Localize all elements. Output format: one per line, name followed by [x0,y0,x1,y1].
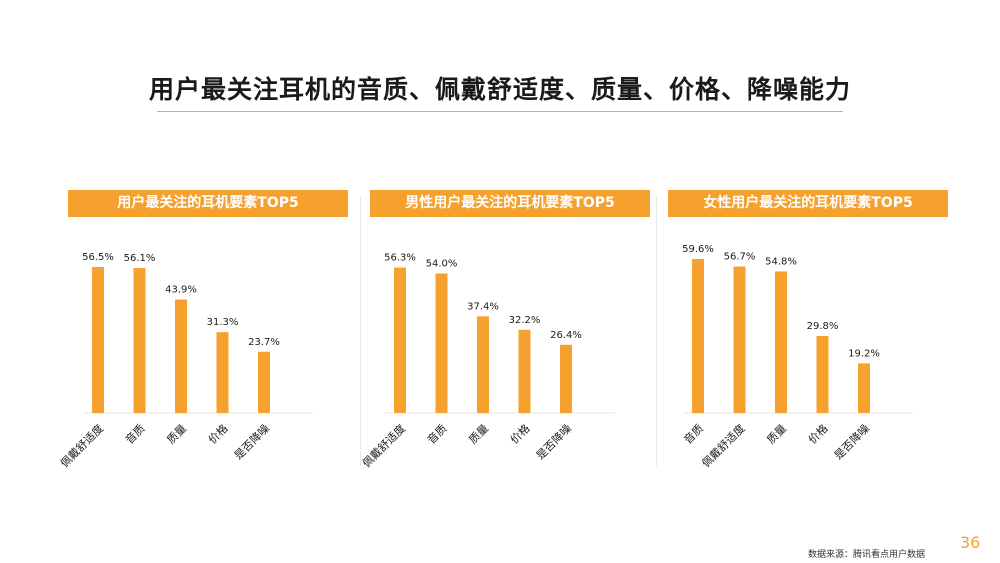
data-label: 29.8% [807,321,839,332]
bar [692,259,704,413]
bar [477,316,489,413]
x-tick-label: 价格 [507,421,532,446]
x-tick-label: 质量 [164,422,189,447]
data-label: 56.1% [124,253,156,264]
x-tick-label: 音质 [122,421,147,446]
bar [175,299,187,413]
x-tick-label: 音质 [424,421,449,446]
data-label: 19.2% [848,348,880,359]
data-label: 59.6% [682,244,714,255]
x-tick-label: 是否降噪 [831,421,872,462]
bar [518,329,531,413]
chart-title: 女性用户最关注的耳机要素TOP5 [668,190,948,217]
data-label: 23.7% [248,337,280,348]
x-tick-label: 质量 [466,422,491,447]
bar-chart: 56.3% 佩戴舒适度 54.0% 音质 37.4% 质量 32.2% 价格 26.4% 是否降噪 [359,253,615,470]
page-title: 用户最关注耳机的音质、佩戴舒适度、质量、价格、降噪能力 [148,75,851,104]
data-label: 43.9% [165,285,197,296]
x-tick-label: 是否降噪 [533,421,574,462]
bar [858,363,870,413]
chart-panel-female-users: 女性用户最关注的耳机要素TOP5 59.6% 音质 56.7% 佩戴舒适度 54.8% 质… [668,190,948,490]
bar-chart: 56.5% 佩戴舒适度 56.1% 音质 43.9% 质量 31.3% 价格 23.7% 是否降噪 [57,252,313,470]
data-label: 56.7% [724,252,756,263]
x-tick-label: 佩戴舒适度 [699,421,748,470]
x-tick-label: 佩戴舒适度 [57,421,106,470]
bar [92,267,104,413]
x-tick-label: 音质 [681,421,706,446]
title-underline [157,111,843,112]
x-tick-label: 价格 [205,421,230,446]
panel-divider [656,196,657,466]
data-source-note: 数据来源：腾讯看点用户数据 [808,550,926,560]
chart-panel-all-users: 用户最关注的耳机要素TOP5 56.5% 佩戴舒适度 56.1% 音质 43.9% 质量 3… [57,190,348,490]
x-tick-label: 佩戴舒适度 [359,421,408,470]
data-label: 54.0% [426,259,458,270]
data-label: 37.4% [467,301,499,312]
bar [733,266,746,413]
data-label: 56.5% [82,252,114,263]
x-tick-label: 质量 [764,422,789,447]
x-tick-label: 是否降噪 [231,421,272,462]
bar [816,336,829,413]
bar [258,351,270,413]
bar-chart: 59.6% 音质 56.7% 佩戴舒适度 54.8% 质量 29.8% 价格 19.2% 是否降噪 [681,244,913,470]
chart-panel-male-users: 男性用户最关注的耳机要素TOP5 56.3% 佩戴舒适度 54.0% 音质 37.4% 质… [359,190,650,490]
data-label: 26.4% [550,330,582,341]
x-tick-label: 价格 [805,421,830,446]
data-label: 54.8% [765,256,797,267]
bar [560,344,572,413]
bar [435,273,448,413]
bar [775,271,787,413]
data-label: 56.3% [384,253,416,264]
data-label: 31.3% [207,317,239,328]
data-label: 32.2% [509,315,541,326]
bar [394,267,406,413]
chart-title: 男性用户最关注的耳机要素TOP5 [370,190,650,217]
panel-divider [360,196,361,466]
page-number: 36 [960,533,981,552]
bar [133,268,146,413]
chart-title: 用户最关注的耳机要素TOP5 [68,190,348,217]
bar [216,332,229,413]
